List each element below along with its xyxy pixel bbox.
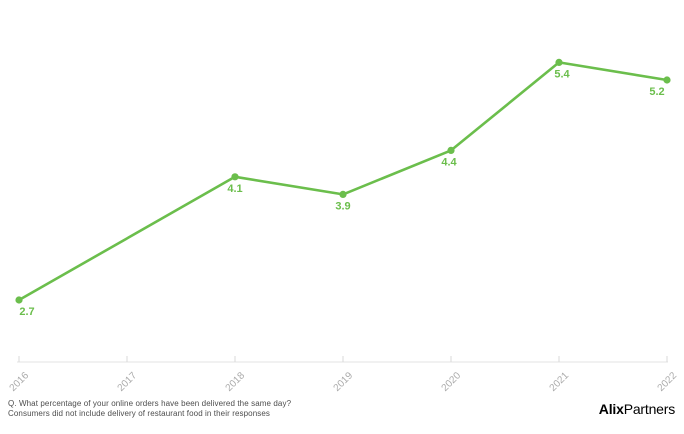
data-point [555,58,563,66]
footnote: Q. What percentage of your online orders… [8,399,291,419]
footnote-detail: Consumers did not include delivery of re… [8,409,271,418]
data-point-label: 5.4 [554,68,570,80]
data-point-label: 4.4 [441,156,457,168]
data-point [339,190,347,198]
data-point [231,173,239,181]
data-line [17,61,669,302]
data-point [15,296,23,304]
line-chart: 2016 2017 2018 2019 2020 2021 2022 2.7 4.1 3.9 4.4… [8,58,680,394]
x-axis-tick-label: 2016 [8,370,32,394]
alixpartners-logo: AlixPartners [599,401,675,417]
x-axis-tick-label: 2020 [440,370,464,394]
data-point [663,76,671,84]
logo-text-bold: Alix [598,401,624,417]
logo-text-regular: Partners [623,401,676,417]
x-axis-tick-label: 2019 [332,370,356,394]
data-point-label: 2.7 [19,306,34,318]
data-point-label: 4.1 [227,183,242,195]
footnote-question: Q. What percentage of your online orders… [8,399,292,408]
x-axis-tick-label: 2017 [116,370,140,394]
data-point [447,146,455,154]
data-point-label: 3.9 [335,200,350,212]
x-axis-tick-label: 2021 [548,370,572,394]
x-axis-tick-label: 2018 [224,370,248,394]
data-point-label: 5.2 [649,86,664,98]
x-axis-tick-label: 2022 [656,370,680,394]
